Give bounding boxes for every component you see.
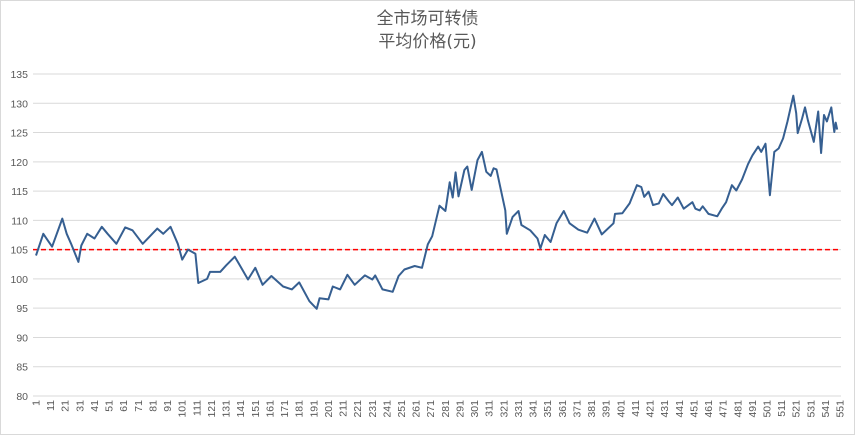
x-tick-label: 461 [703,400,715,418]
y-tick-label: 120 [10,157,28,169]
y-tick-label: 105 [10,245,28,257]
x-tick-label: 41 [89,400,101,412]
x-tick-label: 251 [396,400,408,418]
x-tick-label: 361 [557,400,569,418]
y-tick-label: 135 [10,69,28,81]
x-tick-label: 81 [147,400,159,412]
x-tick-label: 131 [221,400,233,418]
x-tick-label: 31 [74,400,86,412]
x-tick-label: 241 [381,400,393,418]
x-tick-label: 491 [747,400,759,418]
x-tick-label: 451 [688,400,700,418]
x-tick-label: 391 [601,400,613,418]
y-tick-label: 85 [16,362,28,374]
x-tick-label: 371 [571,400,583,418]
x-tick-label: 431 [659,400,671,418]
x-tick-label: 521 [791,400,803,418]
x-tick-label: 341 [528,400,540,418]
x-tick-label: 411 [630,400,642,417]
x-tick-label: 511 [776,400,788,417]
x-tick-label: 61 [118,400,130,412]
x-tick-label: 191 [308,400,320,418]
x-tick-label: 121 [206,400,218,418]
x-tick-label: 331 [513,400,525,418]
y-tick-label: 95 [16,303,28,315]
x-tick-label: 71 [133,400,145,412]
y-tick-label: 100 [10,274,28,286]
x-tick-label: 201 [323,400,335,418]
x-tick-label: 221 [352,400,364,418]
x-tick-label: 211 [338,400,350,417]
y-tick-label: 130 [10,98,28,110]
x-tick-label: 271 [425,400,437,418]
x-tick-label: 21 [60,400,72,412]
x-tick-label: 531 [805,400,817,418]
x-tick-label: 151 [250,400,262,418]
x-tick-label: 171 [279,400,291,418]
x-tick-label: 421 [645,400,657,418]
x-tick-label: 551 [835,400,847,418]
x-tick-label: 161 [264,400,276,418]
x-tick-label: 281 [440,400,452,418]
x-tick-label: 291 [454,400,466,418]
x-tick-label: 91 [162,400,174,412]
x-tick-label: 1 [31,400,43,406]
x-tick-label: 311 [484,400,496,417]
x-tick-label: 401 [615,400,627,418]
y-tick-label: 125 [10,128,28,140]
x-tick-label: 261 [411,400,423,418]
x-tick-label: 381 [586,400,598,418]
chart-title: 全市场可转债 [376,9,479,29]
y-tick-label: 115 [11,186,28,198]
x-tick-label: 181 [294,400,306,418]
x-tick-label: 141 [235,400,247,418]
x-tick-label: 321 [498,400,510,418]
x-tick-label: 441 [674,400,686,418]
x-tick-label: 111 [191,400,203,416]
x-tick-label: 501 [762,400,774,418]
x-tick-label: 101 [177,400,189,418]
y-tick-label: 110 [11,215,28,227]
y-tick-label: 80 [16,391,28,403]
y-tick-label: 90 [16,332,28,344]
x-tick-label: 231 [367,400,379,418]
price-series-line [35,94,839,310]
x-tick-label: 301 [469,400,481,418]
x-tick-label: 351 [542,400,554,418]
x-tick-label: 51 [104,400,116,412]
chart-subtitle: 平均价格(元) [378,32,477,52]
x-tick-label: 481 [732,400,744,418]
x-tick-label: 11 [45,400,57,411]
x-tick-label: 471 [718,400,730,418]
x-tick-label: 541 [820,400,832,418]
